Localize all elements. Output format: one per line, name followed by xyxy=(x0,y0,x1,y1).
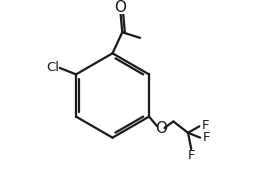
Text: Cl: Cl xyxy=(46,61,59,74)
Text: O: O xyxy=(155,121,167,136)
Text: F: F xyxy=(201,119,209,132)
Text: F: F xyxy=(202,131,210,144)
Text: O: O xyxy=(114,0,126,15)
Text: F: F xyxy=(187,149,195,162)
